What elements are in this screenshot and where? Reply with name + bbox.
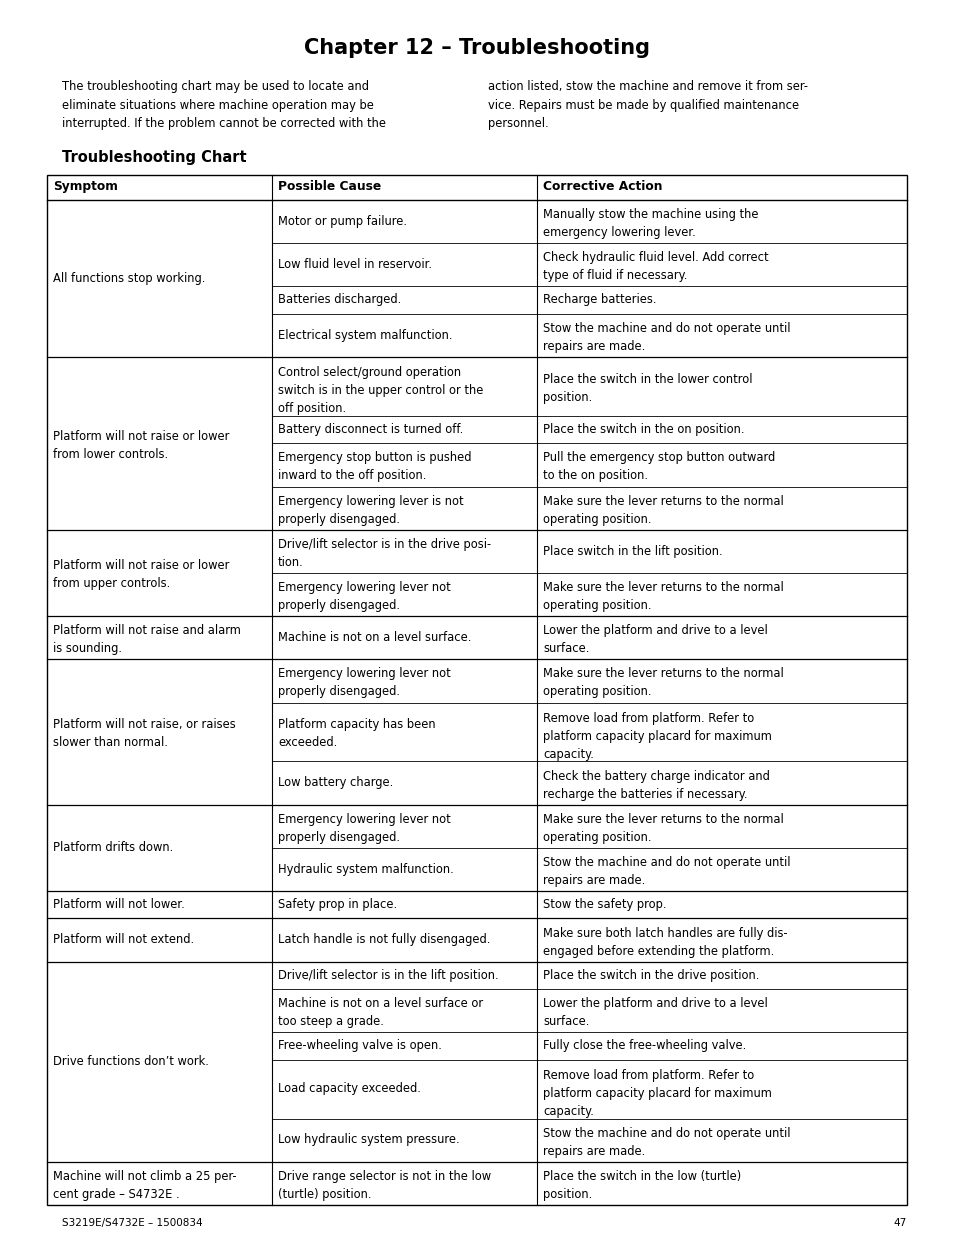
Text: Lower the platform and drive to a level
surface.: Lower the platform and drive to a level … [542,624,767,656]
Text: Free-wheeling valve is open.: Free-wheeling valve is open. [277,1039,441,1052]
Text: Machine will not climb a 25 per-
cent grade – S4732E .: Machine will not climb a 25 per- cent gr… [53,1170,236,1200]
Text: Machine is not on a level surface.: Machine is not on a level surface. [277,631,471,643]
Text: Place switch in the lift position.: Place switch in the lift position. [542,545,721,557]
Text: Load capacity exceeded.: Load capacity exceeded. [277,1082,420,1095]
Text: Manually stow the machine using the
emergency lowering lever.: Manually stow the machine using the emer… [542,207,758,240]
Text: S3219E/S4732E – 1500834: S3219E/S4732E – 1500834 [62,1218,202,1228]
Text: Recharge batteries.: Recharge batteries. [542,294,656,306]
Text: Platform will not extend.: Platform will not extend. [53,934,193,946]
Text: The troubleshooting chart may be used to locate and
eliminate situations where m: The troubleshooting chart may be used to… [62,80,386,130]
Text: Symptom: Symptom [53,180,118,193]
Text: Emergency lowering lever not
properly disengaged.: Emergency lowering lever not properly di… [277,580,450,613]
Bar [47,175,906,1205]
Text: Possible Cause: Possible Cause [277,180,381,193]
Text: Pull the emergency stop button outward
to the on position.: Pull the emergency stop button outward t… [542,452,775,483]
Text: Drive/lift selector is in the lift position.: Drive/lift selector is in the lift posit… [277,968,498,982]
Text: Make sure the lever returns to the normal
operating position.: Make sure the lever returns to the norma… [542,667,783,699]
Text: Emergency lowering lever not
properly disengaged.: Emergency lowering lever not properly di… [277,813,450,844]
Text: Batteries discharged.: Batteries discharged. [277,294,401,306]
Text: Make sure both latch handles are fully dis-
engaged before extending the platfor: Make sure both latch handles are fully d… [542,926,787,957]
Text: Stow the safety prop.: Stow the safety prop. [542,898,666,911]
Text: Platform will not raise and alarm
is sounding.: Platform will not raise and alarm is sou… [53,624,240,656]
Text: Place the switch in the drive position.: Place the switch in the drive position. [542,968,759,982]
Text: Corrective Action: Corrective Action [542,180,661,193]
Text: Safety prop in place.: Safety prop in place. [277,898,396,911]
Text: Hydraulic system malfunction.: Hydraulic system malfunction. [277,863,454,876]
Text: Low fluid level in reservoir.: Low fluid level in reservoir. [277,258,432,270]
Text: Remove load from platform. Refer to
platform capacity placard for maximum
capaci: Remove load from platform. Refer to plat… [542,1070,771,1118]
Text: Drive functions don’t work.: Drive functions don’t work. [53,1055,209,1068]
Text: Place the switch in the on position.: Place the switch in the on position. [542,422,743,436]
Text: Stow the machine and do not operate until
repairs are made.: Stow the machine and do not operate unti… [542,322,790,353]
Text: Make sure the lever returns to the normal
operating position.: Make sure the lever returns to the norma… [542,580,783,613]
Text: Emergency stop button is pushed
inward to the off position.: Emergency stop button is pushed inward t… [277,452,471,483]
Text: Place the switch in the lower control
position.: Place the switch in the lower control po… [542,373,752,404]
Text: Platform will not raise or lower
from upper controls.: Platform will not raise or lower from up… [53,559,229,590]
Text: Machine is not on a level surface or
too steep a grade.: Machine is not on a level surface or too… [277,997,482,1029]
Text: Chapter 12 – Troubleshooting: Chapter 12 – Troubleshooting [304,38,649,58]
Text: Lower the platform and drive to a level
surface.: Lower the platform and drive to a level … [542,997,767,1029]
Text: Battery disconnect is turned off.: Battery disconnect is turned off. [277,422,463,436]
Text: Check hydraulic fluid level. Add correct
type of fluid if necessary.: Check hydraulic fluid level. Add correct… [542,251,768,283]
Text: Troubleshooting Chart: Troubleshooting Chart [62,149,247,165]
Text: Platform drifts down.: Platform drifts down. [53,841,173,855]
Text: Platform capacity has been
exceeded.: Platform capacity has been exceeded. [277,719,436,750]
Text: Latch handle is not fully disengaged.: Latch handle is not fully disengaged. [277,934,490,946]
Text: Platform will not raise, or raises
slower than normal.: Platform will not raise, or raises slowe… [53,719,235,750]
Text: Stow the machine and do not operate until
repairs are made.: Stow the machine and do not operate unti… [542,1126,790,1157]
Text: Emergency lowering lever is not
properly disengaged.: Emergency lowering lever is not properly… [277,495,463,526]
Text: Drive/lift selector is in the drive posi-
tion.: Drive/lift selector is in the drive posi… [277,537,491,569]
Text: Make sure the lever returns to the normal
operating position.: Make sure the lever returns to the norma… [542,495,783,526]
Text: All functions stop working.: All functions stop working. [53,272,205,285]
Text: Control select/ground operation
switch is in the upper control or the
off positi: Control select/ground operation switch i… [277,367,483,415]
Text: Platform will not lower.: Platform will not lower. [53,898,185,911]
Text: Platform will not raise or lower
from lower controls.: Platform will not raise or lower from lo… [53,430,229,461]
Text: Motor or pump failure.: Motor or pump failure. [277,215,407,227]
Text: Emergency lowering lever not
properly disengaged.: Emergency lowering lever not properly di… [277,667,450,699]
Text: Low battery charge.: Low battery charge. [277,777,393,789]
Text: Fully close the free-wheeling valve.: Fully close the free-wheeling valve. [542,1039,745,1052]
Text: Make sure the lever returns to the normal
operating position.: Make sure the lever returns to the norma… [542,813,783,844]
Text: action listed, stow the machine and remove it from ser-
vice. Repairs must be ma: action listed, stow the machine and remo… [488,80,807,130]
Text: Electrical system malfunction.: Electrical system malfunction. [277,329,452,342]
Text: Remove load from platform. Refer to
platform capacity placard for maximum
capaci: Remove load from platform. Refer to plat… [542,711,771,761]
Text: 47: 47 [893,1218,906,1228]
Text: Stow the machine and do not operate until
repairs are made.: Stow the machine and do not operate unti… [542,856,790,887]
Text: Check the battery charge indicator and
recharge the batteries if necessary.: Check the battery charge indicator and r… [542,769,769,800]
Text: Low hydraulic system pressure.: Low hydraulic system pressure. [277,1134,459,1146]
Text: Drive range selector is not in the low
(turtle) position.: Drive range selector is not in the low (… [277,1170,491,1200]
Text: Place the switch in the low (turtle)
position.: Place the switch in the low (turtle) pos… [542,1170,740,1200]
